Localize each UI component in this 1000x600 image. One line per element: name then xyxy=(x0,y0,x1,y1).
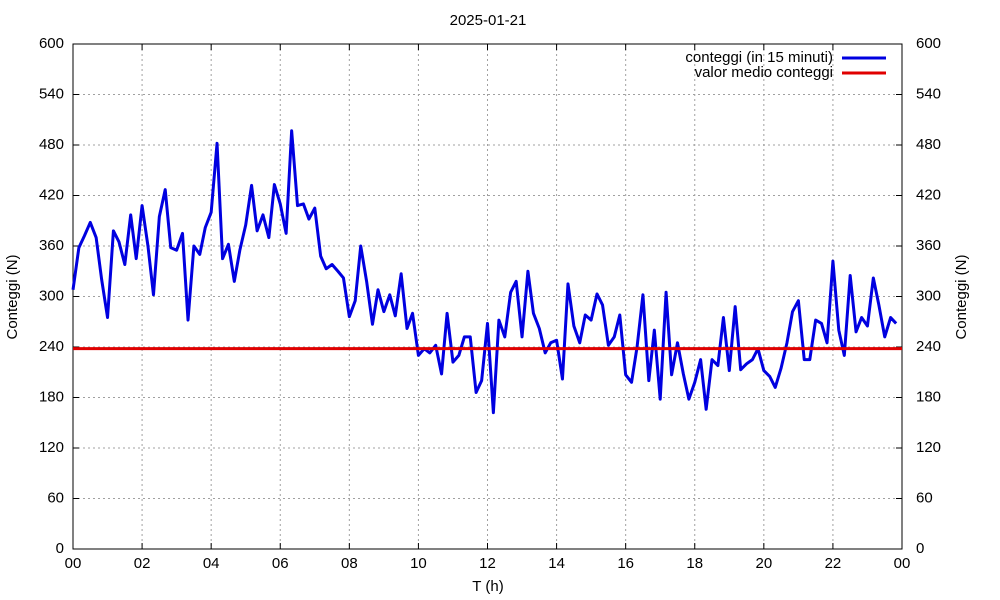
y2-tick-label: 420 xyxy=(916,186,941,203)
plot-frame xyxy=(72,43,903,550)
x-tick-label: 02 xyxy=(134,555,151,572)
legend-label: conteggi (in 15 minuti) xyxy=(685,49,833,66)
y2-tick-label: 360 xyxy=(916,237,941,254)
x-tick-label: 12 xyxy=(479,555,496,572)
x-tick-label: 08 xyxy=(341,555,358,572)
legend-label: valor medio conteggi xyxy=(695,64,833,81)
x-tick-label: 04 xyxy=(203,555,220,572)
y2-tick-label: 60 xyxy=(916,489,933,506)
x-tick-label: 20 xyxy=(755,555,772,572)
x-tick-label: 10 xyxy=(410,555,427,572)
x-tick-label: 16 xyxy=(617,555,634,572)
x-tick-label: 18 xyxy=(686,555,703,572)
y2-tick-label: 300 xyxy=(916,287,941,304)
x-tick-label: 14 xyxy=(548,555,565,572)
y2-tick-label: 120 xyxy=(916,439,941,456)
x-tick-label: 00 xyxy=(65,555,82,572)
y-tick-label: 300 xyxy=(39,287,64,304)
y2-tick-label: 180 xyxy=(916,388,941,405)
x-axis-label: T (h) xyxy=(472,578,503,595)
y-tick-label: 480 xyxy=(39,136,64,153)
y-tick-label: 360 xyxy=(39,237,64,254)
y-tick-label: 120 xyxy=(39,439,64,456)
y2-axis-label: Conteggi (N) xyxy=(953,254,970,339)
x-tick-label: 00 xyxy=(894,555,911,572)
y2-tick-label: 600 xyxy=(916,35,941,52)
chart-title: 2025-01-21 xyxy=(450,12,527,29)
y2-tick-label: 480 xyxy=(916,136,941,153)
y2-tick-label: 540 xyxy=(916,85,941,102)
y-tick-label: 600 xyxy=(39,35,64,52)
y-tick-label: 180 xyxy=(39,388,64,405)
y2-tick-label: 0 xyxy=(916,540,924,557)
y-tick-label: 0 xyxy=(56,540,64,557)
x-tick-label: 06 xyxy=(272,555,289,572)
y-tick-label: 240 xyxy=(39,338,64,355)
y-tick-label: 540 xyxy=(39,85,64,102)
y-axis-label: Conteggi (N) xyxy=(4,254,21,339)
y-tick-label: 420 xyxy=(39,186,64,203)
data-line xyxy=(71,129,898,415)
y-tick-label: 60 xyxy=(47,489,64,506)
x-tick-label: 22 xyxy=(825,555,842,572)
y2-tick-label: 240 xyxy=(916,338,941,355)
